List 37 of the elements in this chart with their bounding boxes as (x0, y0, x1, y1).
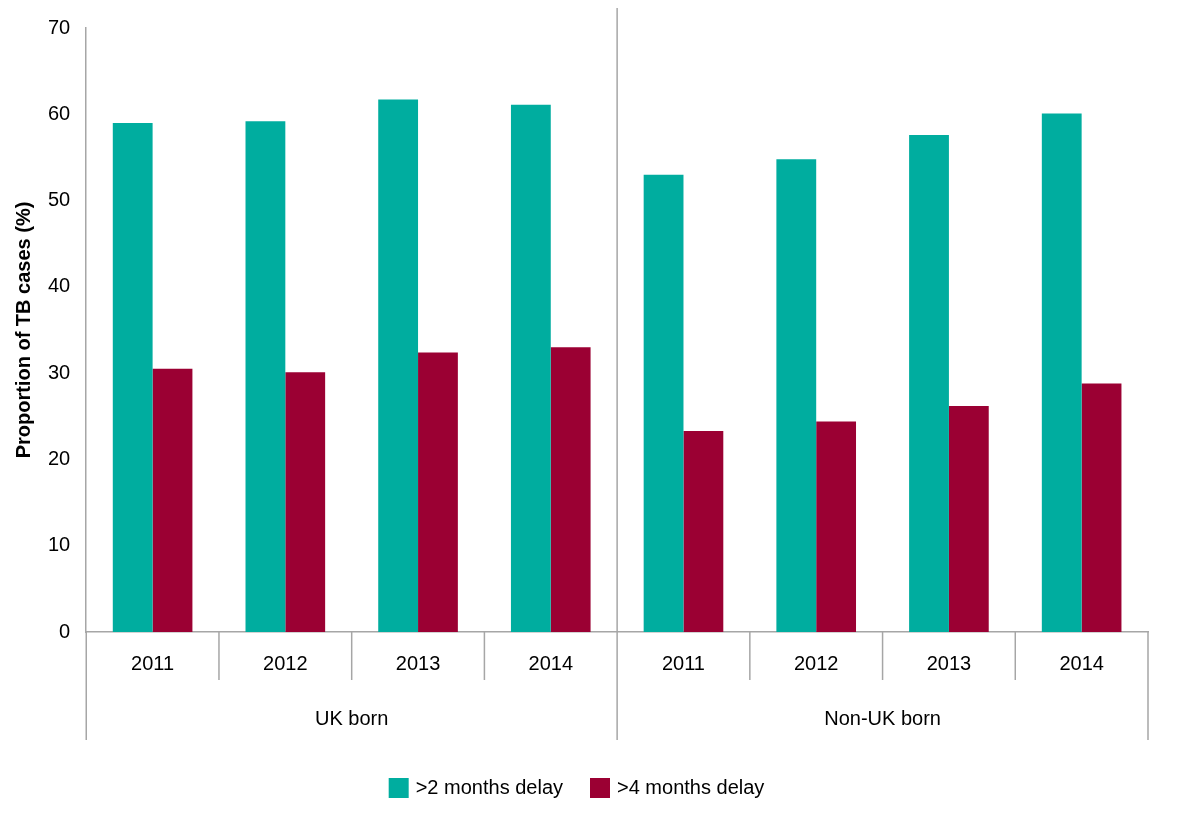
x-tick-label: 2012 (263, 651, 308, 674)
x-tick-label: 2014 (1059, 651, 1104, 674)
legend-label: >2 months delay (415, 775, 564, 798)
bar (112, 122, 153, 632)
x-tick-label: 2011 (131, 651, 175, 674)
text: Non-UK born (824, 706, 941, 729)
bar (683, 430, 724, 632)
x-tick-label: 2013 (395, 651, 441, 674)
x-tick-label: 2013 (926, 651, 972, 674)
y-tick-label: 60 (48, 101, 71, 124)
y-tick-label: 70 (48, 15, 71, 38)
bar (643, 174, 684, 632)
y-axis-title: Proportion of TB cases (%) (11, 201, 34, 459)
y-tick-label: 20 (48, 446, 71, 469)
bar (245, 121, 286, 632)
bar (378, 99, 419, 632)
x-tick-label: 2011 (661, 651, 705, 674)
bar (152, 368, 193, 632)
bar (418, 352, 458, 632)
y-tick-label: 0 (59, 619, 71, 642)
bar (776, 159, 817, 632)
y-tick-label: 30 (48, 360, 71, 383)
bar (285, 372, 326, 632)
y-tick-label: 40 (48, 274, 71, 297)
bar (510, 104, 551, 632)
bar (550, 347, 591, 632)
bar (816, 421, 857, 632)
y-tick-label: 10 (48, 533, 71, 556)
text: UK born (315, 706, 389, 729)
bar (909, 134, 949, 632)
x-tick-label: 2012 (793, 651, 839, 674)
x-tick-label: 2014 (528, 651, 574, 674)
legend-label: >4 months delay (617, 775, 765, 798)
bar (1041, 113, 1082, 632)
bar (948, 405, 989, 632)
bar (1081, 383, 1122, 632)
y-tick-label: 50 (48, 188, 71, 211)
